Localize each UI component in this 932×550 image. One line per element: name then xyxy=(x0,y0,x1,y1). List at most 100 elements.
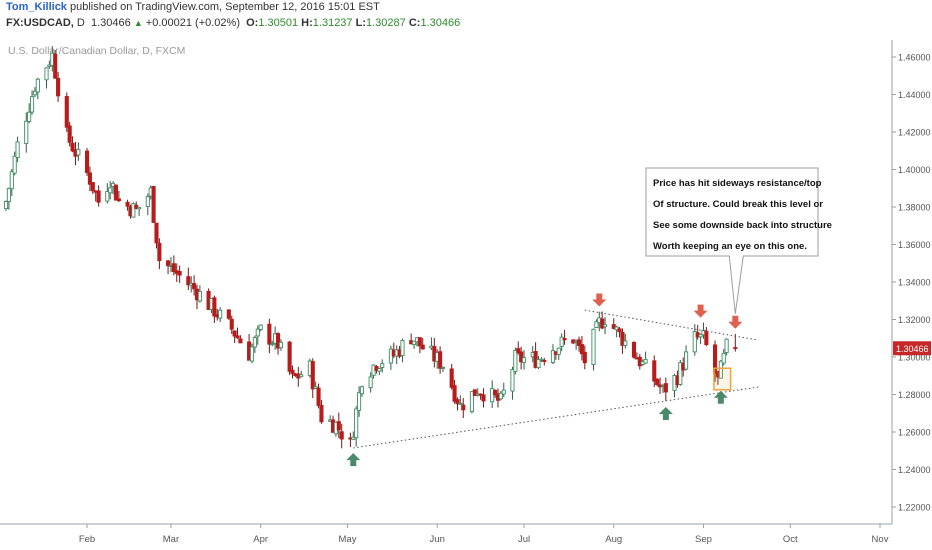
candle-up xyxy=(27,111,32,122)
candle-down xyxy=(336,421,341,431)
candle-down xyxy=(166,260,171,267)
last-price-tag-label: 1.30466 xyxy=(896,344,929,354)
candle-up xyxy=(698,333,703,338)
x-tick-label: Nov xyxy=(872,534,889,545)
candle-down xyxy=(420,344,425,350)
support-up-arrow-icon xyxy=(713,390,728,404)
x-tick-label: Apr xyxy=(253,534,268,545)
candle-down xyxy=(151,186,156,223)
candle-up xyxy=(440,366,446,369)
candle-up xyxy=(521,357,527,363)
annotation-line: Price has hit sideways resistance/top xyxy=(653,178,822,189)
candle-down xyxy=(229,318,234,330)
support-trendline xyxy=(353,386,759,449)
y-tick-label: 1.26000 xyxy=(898,428,931,438)
candle-down xyxy=(452,385,457,402)
candle-down xyxy=(611,324,616,329)
candle-up xyxy=(513,349,518,372)
candle-down xyxy=(84,150,90,173)
candle-up xyxy=(559,336,564,347)
candle-down xyxy=(576,339,582,346)
candle-up xyxy=(255,328,260,337)
publish-text: published on TradingView.com, September … xyxy=(70,1,380,13)
candle-up xyxy=(400,340,405,356)
candle-down xyxy=(579,344,584,355)
candle-up xyxy=(32,90,37,96)
candle-down xyxy=(87,172,92,185)
candle-up xyxy=(351,436,356,440)
candle-up xyxy=(145,196,150,207)
low-value: 1.30287 xyxy=(366,17,406,29)
x-tick-label: Sep xyxy=(695,534,712,545)
candle-down xyxy=(455,399,460,405)
candle-up xyxy=(137,206,142,210)
y-tick-label: 1.40000 xyxy=(898,165,931,175)
candle-up xyxy=(368,376,373,389)
candle-down xyxy=(90,182,95,192)
candle-down xyxy=(70,142,75,152)
y-tick-label: 1.30000 xyxy=(898,353,931,363)
candle-up xyxy=(252,337,257,348)
candle-up xyxy=(501,389,506,395)
candle-down xyxy=(67,125,72,143)
candle-down xyxy=(134,204,139,209)
author-name[interactable]: Tom_Killick xyxy=(6,1,67,13)
candle-up xyxy=(6,187,11,202)
y-tick-label: 1.44000 xyxy=(898,90,931,100)
candle-down xyxy=(226,309,231,319)
candle-down xyxy=(212,297,217,317)
candle-up xyxy=(354,408,359,439)
y-tick-label: 1.42000 xyxy=(898,128,931,138)
candle-up xyxy=(108,187,113,194)
candle-down xyxy=(267,323,272,345)
candle-down xyxy=(154,222,159,244)
candle-down xyxy=(663,383,668,393)
resistance-trendline xyxy=(584,309,759,341)
highlight-box xyxy=(713,367,732,391)
candle-down xyxy=(157,242,162,262)
candle-up xyxy=(29,96,35,113)
candle-up xyxy=(718,360,723,379)
publish-header: Tom_Killick published on TradingView.com… xyxy=(6,1,380,13)
x-tick-label: Feb xyxy=(79,534,95,545)
candle-up xyxy=(359,386,365,395)
candle-up xyxy=(76,148,81,156)
candle-up xyxy=(197,291,202,302)
candle-down xyxy=(96,190,101,203)
annotation-line: See some downside back into structure xyxy=(653,220,832,231)
candle-down xyxy=(600,318,605,329)
candle-up xyxy=(510,369,515,392)
candle-up xyxy=(357,392,362,411)
candle-up xyxy=(692,331,697,353)
symbol-label: FX:USDCAD, xyxy=(6,17,74,29)
interval-label: D xyxy=(76,17,85,29)
annotation-line: Of structure. Could break this level or xyxy=(653,199,823,210)
candle-up xyxy=(3,201,9,210)
candle-up xyxy=(9,171,14,190)
candle-up xyxy=(556,347,561,355)
candle-down xyxy=(481,394,486,402)
candle-down xyxy=(171,263,176,272)
candle-down xyxy=(319,404,324,423)
candle-up xyxy=(684,351,689,370)
candle-up xyxy=(249,346,255,362)
candle-down xyxy=(704,330,709,346)
candle-down xyxy=(712,344,718,374)
last-price-tag xyxy=(893,341,931,356)
close-value: 1.30466 xyxy=(420,17,461,29)
candle-up xyxy=(469,391,474,413)
candle-up xyxy=(105,191,110,202)
candle-up xyxy=(623,340,628,346)
resistance-down-arrow-icon xyxy=(693,304,708,318)
candle-down xyxy=(519,351,524,363)
high-value: 1.31237 xyxy=(312,17,353,29)
candle-up xyxy=(539,358,544,361)
y-tick-label: 1.36000 xyxy=(898,240,931,250)
candle-up xyxy=(12,155,17,174)
annotation-line: Worth keeping an eye on this one. xyxy=(653,241,807,252)
candle-up xyxy=(498,392,503,400)
annotation-callout xyxy=(645,167,819,314)
candle-up xyxy=(299,374,304,378)
